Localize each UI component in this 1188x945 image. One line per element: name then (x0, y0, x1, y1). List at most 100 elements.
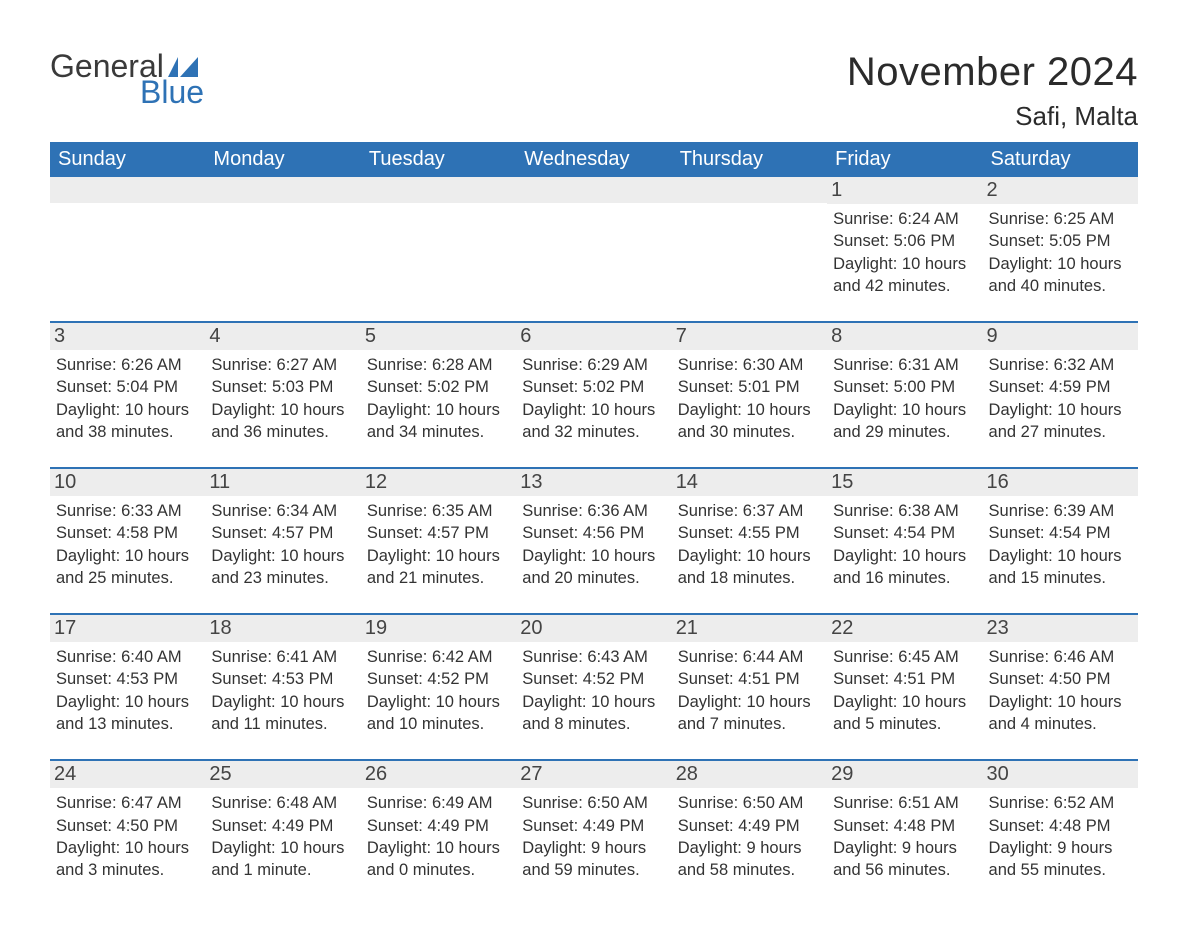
day-cell: 19Sunrise: 6:42 AMSunset: 4:52 PMDayligh… (361, 614, 516, 760)
calendar-grid: SundayMondayTuesdayWednesdayThursdayFrid… (50, 142, 1138, 905)
day-detail: Sunrise: 6:52 AMSunset: 4:48 PMDaylight:… (989, 792, 1132, 881)
daylight-text: Daylight: 10 hours and 40 minutes. (989, 253, 1132, 298)
day-cell: 14Sunrise: 6:37 AMSunset: 4:55 PMDayligh… (672, 468, 827, 614)
day-number: 10 (50, 469, 205, 496)
sunset-text: Sunset: 5:02 PM (367, 376, 510, 398)
daylight-text: Daylight: 10 hours and 7 minutes. (678, 691, 821, 736)
daylight-text: Daylight: 10 hours and 5 minutes. (833, 691, 976, 736)
day-detail: Sunrise: 6:51 AMSunset: 4:48 PMDaylight:… (833, 792, 976, 881)
day-cell: 18 Sunrise: 6:41 AMSunset: 4:53 PMDayligh… (205, 614, 360, 760)
daylight-text: Daylight: 10 hours and 27 minutes. (989, 399, 1132, 444)
day-cell: 1Sunrise: 6:24 AMSunset: 5:06 PMDaylight… (827, 177, 982, 322)
dow-thursday: Thursday (672, 142, 827, 177)
sunrise-text: Sunrise: 6:52 AM (989, 792, 1132, 814)
day-detail: Sunrise: 6:24 AMSunset: 5:06 PMDaylight:… (833, 208, 976, 297)
day-cell: 27Sunrise: 6:50 AMSunset: 4:49 PMDayligh… (516, 760, 671, 905)
sunset-text: Sunset: 4:52 PM (367, 668, 510, 690)
day-detail: Sunrise: 6:36 AMSunset: 4:56 PMDaylight:… (522, 500, 665, 589)
sunset-text: Sunset: 4:48 PM (989, 815, 1132, 837)
daylight-text: Daylight: 10 hours and 3 minutes. (56, 837, 199, 882)
dow-monday: Monday (205, 142, 360, 177)
day-cell: 23Sunrise: 6:46 AMSunset: 4:50 PMDayligh… (983, 614, 1138, 760)
day-cell: 13 Sunrise: 6:36 AMSunset: 4:56 PMDayligh… (516, 468, 671, 614)
day-number: 28 (672, 761, 827, 788)
day-detail: Sunrise: 6:41 AMSunset: 4:53 PMDaylight:… (211, 646, 354, 735)
day-cell: 8Sunrise: 6:31 AMSunset: 5:00 PMDaylight… (827, 322, 982, 468)
sunset-text: Sunset: 4:50 PM (56, 815, 199, 837)
dow-saturday: Saturday (983, 142, 1138, 177)
day-detail: Sunrise: 6:49 AMSunset: 4:49 PMDaylight:… (367, 792, 510, 881)
sunset-text: Sunset: 4:48 PM (833, 815, 976, 837)
day-detail: Sunrise: 6:44 AMSunset: 4:51 PMDaylight:… (678, 646, 821, 735)
day-cell: 26Sunrise: 6:49 AMSunset: 4:49 PMDayligh… (361, 760, 516, 905)
daylight-text: Daylight: 10 hours and 29 minutes. (833, 399, 976, 444)
sunrise-text: Sunrise: 6:50 AM (678, 792, 821, 814)
sunset-text: Sunset: 4:49 PM (678, 815, 821, 837)
day-number: 12 (361, 469, 516, 496)
day-number (50, 177, 205, 203)
daylight-text: Daylight: 10 hours and 8 minutes. (522, 691, 665, 736)
day-cell: 25Sunrise: 6:48 AMSunset: 4:49 PMDayligh… (205, 760, 360, 905)
week-row: 10 Sunrise: 6:33 AMSunset: 4:58 PMDayligh… (50, 468, 1138, 614)
day-number: 3 (50, 323, 205, 350)
daylight-text: Daylight: 10 hours and 30 minutes. (678, 399, 821, 444)
sunset-text: Sunset: 4:49 PM (367, 815, 510, 837)
day-number: 21 (672, 615, 827, 642)
daylight-text: Daylight: 10 hours and 4 minutes. (989, 691, 1132, 736)
day-cell: 20Sunrise: 6:43 AMSunset: 4:52 PMDayligh… (516, 614, 671, 760)
day-detail: Sunrise: 6:34 AMSunset: 4:57 PMDaylight:… (211, 500, 354, 589)
day-cell: 22Sunrise: 6:45 AMSunset: 4:51 PMDayligh… (827, 614, 982, 760)
day-detail: Sunrise: 6:27 AMSunset: 5:03 PMDaylight:… (211, 354, 354, 443)
sunset-text: Sunset: 4:56 PM (522, 522, 665, 544)
sunset-text: Sunset: 4:57 PM (211, 522, 354, 544)
sunrise-text: Sunrise: 6:46 AM (989, 646, 1132, 668)
week-row: 24Sunrise: 6:47 AMSunset: 4:50 PMDayligh… (50, 760, 1138, 905)
daylight-text: Daylight: 10 hours and 36 minutes. (211, 399, 354, 444)
day-of-week-header: SundayMondayTuesdayWednesdayThursdayFrid… (50, 142, 1138, 177)
week-row: 17Sunrise: 6:40 AMSunset: 4:53 PMDayligh… (50, 614, 1138, 760)
daylight-text: Daylight: 10 hours and 34 minutes. (367, 399, 510, 444)
sunset-text: Sunset: 4:50 PM (989, 668, 1132, 690)
day-number: 18 (205, 615, 360, 642)
header: General Blue November 2024 Safi, Malta (50, 50, 1138, 132)
day-detail: Sunrise: 6:35 AMSunset: 4:57 PMDaylight:… (367, 500, 510, 589)
day-number (672, 177, 827, 203)
day-cell: 21 Sunrise: 6:44 AMSunset: 4:51 PMDayligh… (672, 614, 827, 760)
daylight-text: Daylight: 10 hours and 25 minutes. (56, 545, 199, 590)
day-number: 9 (983, 323, 1138, 350)
sunrise-text: Sunrise: 6:25 AM (989, 208, 1132, 230)
week-row: 1Sunrise: 6:24 AMSunset: 5:06 PMDaylight… (50, 177, 1138, 322)
brand-blue-text: Blue (140, 76, 204, 108)
calendar-body: 1Sunrise: 6:24 AMSunset: 5:06 PMDaylight… (50, 177, 1138, 905)
daylight-text: Daylight: 10 hours and 38 minutes. (56, 399, 199, 444)
sunrise-text: Sunrise: 6:34 AM (211, 500, 354, 522)
day-number (361, 177, 516, 203)
daylight-text: Daylight: 10 hours and 32 minutes. (522, 399, 665, 444)
daylight-text: Daylight: 10 hours and 15 minutes. (989, 545, 1132, 590)
sunrise-text: Sunrise: 6:39 AM (989, 500, 1132, 522)
day-number: 29 (827, 761, 982, 788)
sunset-text: Sunset: 4:51 PM (833, 668, 976, 690)
daylight-text: Daylight: 9 hours and 55 minutes. (989, 837, 1132, 882)
day-number: 19 (361, 615, 516, 642)
day-number: 11 (205, 469, 360, 496)
day-cell: 3 Sunrise: 6:26 AMSunset: 5:04 PMDaylight… (50, 322, 205, 468)
day-number: 22 (827, 615, 982, 642)
sunset-text: Sunset: 4:53 PM (56, 668, 199, 690)
day-detail: Sunrise: 6:33 AMSunset: 4:58 PMDaylight:… (56, 500, 199, 589)
day-number: 15 (827, 469, 982, 496)
sunset-text: Sunset: 4:52 PM (522, 668, 665, 690)
day-number (205, 177, 360, 203)
daylight-text: Daylight: 10 hours and 1 minute. (211, 837, 354, 882)
day-cell: 12 Sunrise: 6:35 AMSunset: 4:57 PMDayligh… (361, 468, 516, 614)
day-cell: 28 Sunrise: 6:50 AMSunset: 4:49 PMDayligh… (672, 760, 827, 905)
day-detail: Sunrise: 6:26 AMSunset: 5:04 PMDaylight:… (56, 354, 199, 443)
daylight-text: Daylight: 10 hours and 10 minutes. (367, 691, 510, 736)
day-cell (516, 177, 671, 322)
sunrise-text: Sunrise: 6:50 AM (522, 792, 665, 814)
day-cell: 6Sunrise: 6:29 AMSunset: 5:02 PMDaylight… (516, 322, 671, 468)
daylight-text: Daylight: 9 hours and 58 minutes. (678, 837, 821, 882)
day-cell: 16Sunrise: 6:39 AMSunset: 4:54 PMDayligh… (983, 468, 1138, 614)
day-number: 13 (516, 469, 671, 496)
daylight-text: Daylight: 10 hours and 18 minutes. (678, 545, 821, 590)
